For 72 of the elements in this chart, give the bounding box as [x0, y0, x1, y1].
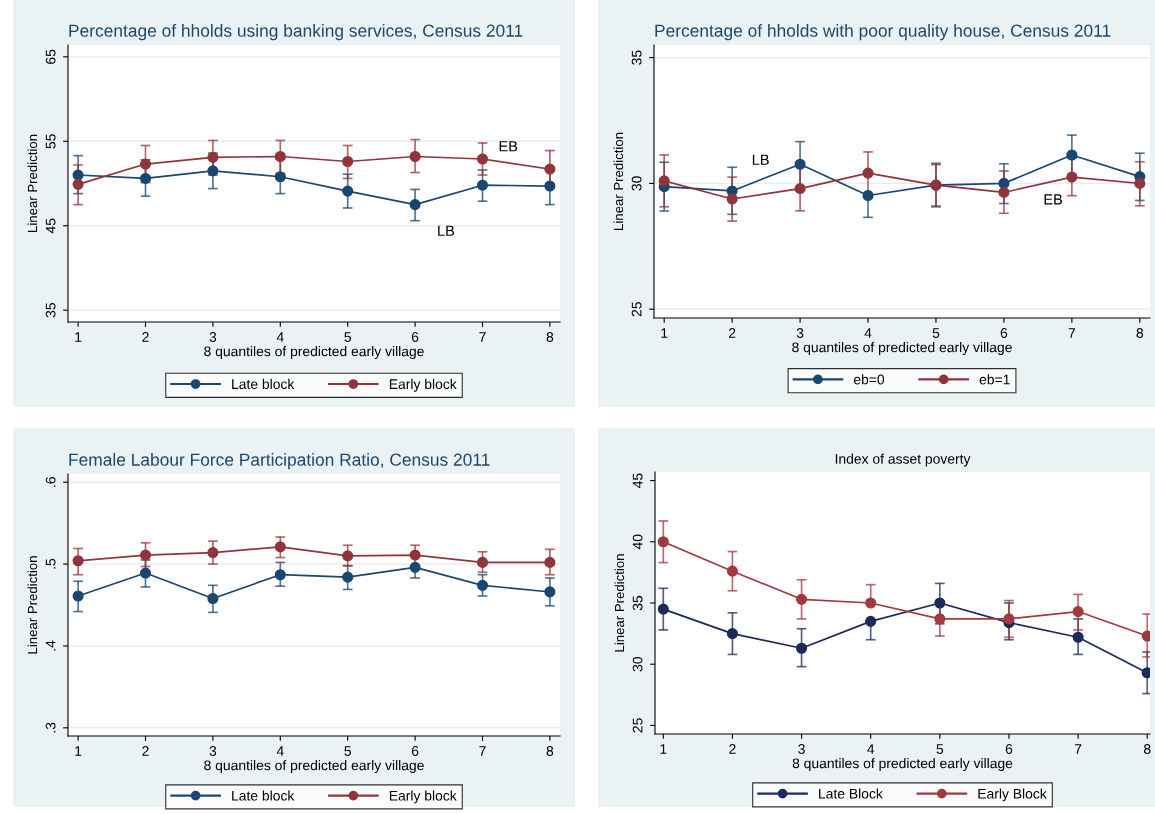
legend-label: Late block	[232, 790, 295, 801]
y-tick-label: .6	[45, 477, 56, 487]
annotation: EB	[499, 141, 518, 152]
y-tick-label: 35	[45, 303, 56, 318]
legend-label: eb=1	[979, 374, 1010, 385]
x-tick-label: 8	[546, 332, 554, 342]
annotation: EB	[1044, 194, 1063, 205]
x-axis-title: 8 quantiles of predicted early village	[792, 342, 1012, 356]
legend-label: Late block	[232, 378, 295, 390]
chart-title: Female Labour Force Participation Ratio, Census 2011	[69, 453, 490, 470]
x-tick-label: 3	[209, 332, 217, 342]
y-tick-label: 30	[632, 657, 643, 672]
x-tick-label: 3	[209, 746, 217, 756]
annotation: LB	[438, 225, 455, 236]
x-tick-label: 1	[75, 746, 82, 756]
x-tick-label: 6	[411, 746, 419, 756]
y-axis-title: Linear Prediction	[27, 134, 38, 232]
x-tick-label: 1	[661, 328, 668, 338]
annotation: LB	[752, 154, 769, 165]
y-tick-label: 45	[632, 473, 643, 488]
y-axis-title: Linear Prediction	[613, 132, 624, 230]
x-tick-label: 1	[75, 332, 82, 342]
x-tick-label: 4	[276, 332, 284, 342]
x-tick-label: 5	[936, 744, 944, 754]
x-tick-label: 4	[867, 744, 875, 754]
x-tick-label: 1	[660, 744, 667, 754]
chart-title: Index of asset poverty	[835, 453, 971, 467]
y-tick-label: 45	[45, 218, 56, 234]
x-tick-label: 5	[344, 746, 351, 756]
legend-label: eb=0	[853, 374, 885, 385]
y-tick-label: 65	[45, 49, 56, 64]
y-tick-label: 25	[631, 302, 642, 317]
x-tick-label: 6	[1005, 744, 1013, 754]
x-tick-label: 2	[729, 744, 736, 754]
y-tick-label: 30	[631, 176, 642, 191]
chart-title: Percentage of hholds with poor quality house, Census 2011	[655, 24, 1111, 41]
x-tick-label: 8	[1136, 328, 1144, 338]
y-tick-label: .5	[45, 558, 56, 569]
x-tick-label: 7	[1074, 744, 1082, 754]
x-tick-label: 4	[864, 328, 872, 338]
y-tick-label: 40	[632, 534, 643, 550]
legend-label: Late Block	[819, 788, 883, 799]
x-tick-label: 3	[796, 328, 804, 338]
legend-label: Early Block	[978, 788, 1047, 802]
y-axis-title: Linear Prediction	[614, 554, 625, 652]
x-tick-label: 5	[932, 328, 940, 338]
x-tick-label: 8	[1143, 744, 1151, 754]
x-tick-label: 5	[344, 332, 351, 342]
x-tick-label: 6	[1000, 328, 1008, 338]
x-tick-label: 7	[479, 332, 486, 342]
x-tick-label: 3	[798, 744, 805, 754]
x-axis-title: 8 quantiles of predicted early village	[204, 346, 424, 360]
legend-label: Early block	[389, 378, 457, 392]
x-tick-label: 7	[479, 746, 486, 756]
x-axis-title: 8 quantiles of predicted early village	[792, 758, 1013, 772]
x-tick-label: 4	[276, 746, 284, 756]
y-tick-label: .4	[45, 640, 56, 651]
y-axis-title: Linear Prediction	[27, 556, 38, 654]
y-tick-label: 35	[631, 50, 642, 65]
x-tick-label: 2	[142, 746, 149, 756]
y-tick-label: 25	[632, 718, 643, 733]
x-tick-label: 2	[142, 332, 149, 342]
legend-label: Early block	[389, 790, 457, 804]
y-tick-label: .3	[45, 722, 56, 733]
chart-title: Percentage of hholds using banking services, Census 2011	[69, 24, 523, 41]
x-axis-title: 8 quantiles of predicted early village	[204, 760, 424, 774]
x-tick-label: 7	[1068, 328, 1076, 338]
y-tick-label: 35	[632, 595, 643, 611]
x-tick-label: 2	[728, 328, 736, 338]
x-tick-label: 8	[546, 746, 554, 756]
x-tick-label: 6	[411, 332, 419, 342]
y-tick-label: 55	[45, 134, 56, 149]
